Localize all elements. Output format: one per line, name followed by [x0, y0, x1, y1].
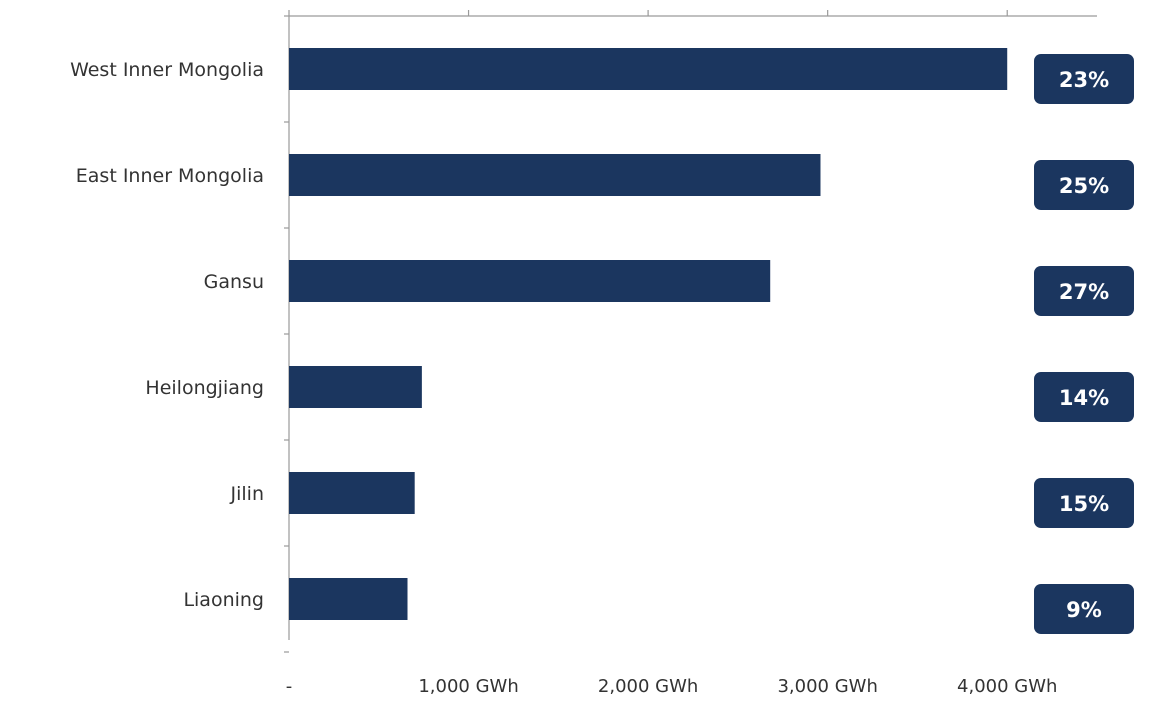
x-axis-ticks	[288, 10, 1008, 16]
badge-background	[1034, 584, 1134, 634]
percentage-badge: 14%	[1034, 372, 1134, 422]
badge-label: 27%	[1059, 280, 1109, 304]
category-label: West Inner Mongolia	[70, 59, 264, 81]
badge-background	[1034, 160, 1134, 210]
x-tick-labels: - 1,000 GWh 2,000 GWh 3,000 GWh 4,000 GWh	[286, 676, 1058, 697]
percentage-badge: 27%	[1034, 266, 1134, 316]
bar-jilin	[289, 472, 415, 514]
percentage-badge: 23%	[1034, 54, 1134, 104]
x-tick-label: 4,000 GWh	[957, 676, 1057, 697]
y-axis-ticks	[284, 15, 289, 653]
bar-liaoning	[289, 578, 408, 620]
badge-label: 23%	[1059, 68, 1109, 92]
x-tick-label: 3,000 GWh	[777, 676, 877, 697]
badge-background	[1034, 478, 1134, 528]
badge-background	[1034, 54, 1134, 104]
bar-gansu	[289, 260, 771, 302]
badge-label: 9%	[1066, 598, 1102, 622]
percentage-badge: 9%	[1034, 584, 1134, 634]
category-label: Jilin	[230, 483, 264, 505]
badge-label: 15%	[1059, 492, 1109, 516]
bar-heilongjiang	[289, 366, 422, 408]
badge-label: 25%	[1059, 174, 1109, 198]
category-label: Heilongjiang	[145, 377, 264, 399]
percentage-badge: 15%	[1034, 478, 1134, 528]
badge-background	[1034, 372, 1134, 422]
x-tick-label: 1,000 GWh	[418, 676, 518, 697]
badge-label: 14%	[1059, 386, 1109, 410]
category-labels: West Inner Mongolia East Inner Mongolia Ga…	[70, 59, 264, 611]
bar-series	[289, 48, 1008, 620]
badge-background	[1034, 266, 1134, 316]
x-tick-label: -	[286, 676, 293, 697]
category-label: East Inner Mongolia	[76, 165, 264, 187]
percentage-badge: 25%	[1034, 160, 1134, 210]
x-tick-label: 2,000 GWh	[598, 676, 698, 697]
category-label: Gansu	[204, 271, 264, 293]
bar-east-inner-mongolia	[289, 154, 821, 196]
bar-west-inner-mongolia	[289, 48, 1008, 90]
category-label: Liaoning	[183, 589, 264, 611]
percentage-badges: 23% 25% 27% 14% 15% 9%	[1034, 54, 1134, 634]
